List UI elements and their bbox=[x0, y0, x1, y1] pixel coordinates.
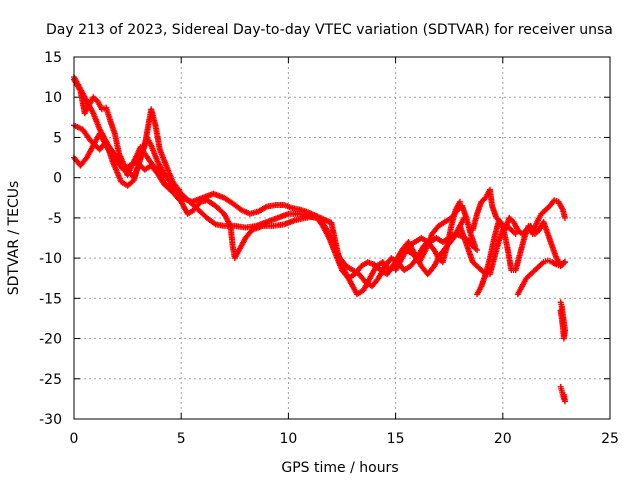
series-track-14 bbox=[456, 222, 519, 278]
y-tick-label: 5 bbox=[53, 130, 62, 146]
data-point bbox=[474, 247, 481, 254]
data-point bbox=[561, 214, 568, 221]
chart-title: Day 213 of 2023, Sidereal Day-to-day VTE… bbox=[46, 22, 613, 38]
x-tick-label: 20 bbox=[494, 431, 512, 447]
x-tick-label: 10 bbox=[279, 431, 297, 447]
y-tick-label: -20 bbox=[39, 332, 62, 348]
x-axis-label: GPS time / hours bbox=[281, 460, 398, 476]
plot-frame bbox=[73, 56, 611, 420]
x-tick-label: 15 bbox=[387, 431, 405, 447]
y-axis-label: SDTVAR / TECUs bbox=[6, 181, 22, 296]
data-point bbox=[557, 307, 564, 314]
data-point bbox=[471, 243, 478, 250]
y-tick-label: 0 bbox=[53, 171, 62, 187]
data-point bbox=[176, 186, 183, 193]
y-tick-label: -25 bbox=[39, 372, 62, 388]
series-track-8 bbox=[392, 198, 463, 274]
y-tick-label: -15 bbox=[39, 291, 62, 307]
series-track-12 bbox=[557, 299, 568, 342]
data-point bbox=[560, 391, 567, 398]
x-tick-label: 5 bbox=[177, 431, 186, 447]
series-track-7 bbox=[313, 202, 478, 282]
series-track-4 bbox=[71, 76, 183, 193]
data-point bbox=[561, 259, 568, 266]
x-tick-label: 25 bbox=[601, 431, 619, 447]
data-point bbox=[512, 230, 519, 237]
data-marks bbox=[71, 74, 568, 405]
y-tick-label: -5 bbox=[48, 211, 62, 227]
grid-layer bbox=[74, 57, 610, 419]
series-track-11 bbox=[514, 257, 568, 298]
y-tick-label: -30 bbox=[39, 412, 62, 428]
series-track-13 bbox=[557, 383, 568, 405]
y-tick-label: 10 bbox=[44, 90, 62, 106]
y-tick-label: -10 bbox=[39, 251, 62, 267]
series-track-9 bbox=[474, 197, 568, 298]
data-point bbox=[456, 198, 463, 205]
y-tick-label: 15 bbox=[44, 50, 62, 66]
x-tick-label: 0 bbox=[70, 431, 79, 447]
